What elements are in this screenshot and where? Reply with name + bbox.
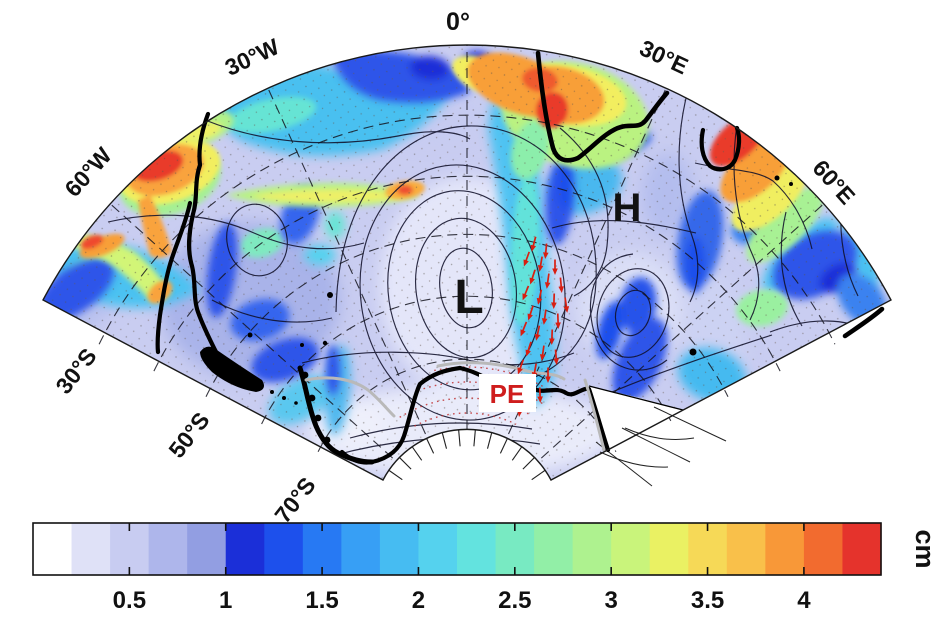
current-vector-arrow — [537, 387, 543, 403]
island-dots — [247, 175, 793, 405]
colorbar-step — [148, 523, 188, 575]
current-vector-arrow — [552, 259, 558, 275]
colorbar-frame — [32, 522, 882, 576]
ice-front-line — [304, 361, 606, 452]
meridian-label-30e: 30°E — [636, 35, 692, 80]
current-vector-arrow — [545, 367, 551, 383]
contour-lines — [107, 89, 869, 457]
graticule — [98, 45, 836, 459]
parallel-label-30s: 30°S — [50, 343, 101, 399]
parallel-label-50s: 50°S — [163, 407, 214, 463]
inner-arc-ticks — [388, 430, 546, 481]
colorbar-step — [803, 523, 844, 575]
meridian-label-30w: 30°W — [221, 33, 283, 81]
current-vector-arrow — [558, 277, 565, 293]
current-vector-arrow — [542, 243, 549, 259]
current-vector-arrow — [544, 273, 551, 289]
high-center-label: H — [613, 186, 642, 230]
stipple-dots — [43, 44, 891, 480]
current-vector-arrow — [555, 313, 561, 329]
colorbar-step — [572, 523, 612, 575]
colorbar-step — [264, 523, 304, 575]
station-pe-text: PE — [490, 379, 525, 409]
antarctic-continent-sector — [588, 385, 727, 487]
current-vector-arrow — [534, 325, 541, 341]
colorbar-step — [379, 523, 420, 575]
current-vector-arrow — [549, 329, 555, 345]
colorbar-step — [225, 523, 265, 575]
current-vector-arrow — [536, 289, 543, 305]
current-vector-arrow — [537, 256, 544, 272]
current-vector-arrow — [553, 349, 559, 365]
current-vector-arrow — [517, 359, 525, 375]
colorbar-tick-label: 1.5 — [305, 587, 338, 614]
station-pe-label: PE — [479, 374, 536, 412]
colorbar-tick-label: 2 — [412, 587, 425, 614]
meridian-label-0: 0° — [446, 8, 470, 36]
current-vector-arrow — [525, 341, 532, 357]
colorbar-step — [457, 523, 497, 575]
colorbar-tick-label: 1 — [219, 587, 232, 614]
current-vector-arrow — [530, 236, 537, 252]
parallel-label-70s: 70°S — [269, 472, 320, 528]
current-vector-arrow — [551, 293, 557, 309]
colorbar: 0.5 1 1.5 2 2.5 3 3.5 4 cm — [32, 522, 940, 614]
current-vector-arrow — [541, 309, 548, 325]
meridian-label-60w: 60°W — [59, 142, 116, 202]
current-vector-arrow — [529, 269, 536, 285]
low-center-label: L — [454, 271, 483, 324]
colorbar-step — [71, 523, 111, 575]
colorbar-unit-label: cm — [910, 529, 940, 568]
colorbar-step — [649, 523, 689, 575]
colorbar-step — [33, 523, 73, 575]
colorbar-step — [495, 523, 535, 575]
colorbar-tick-label: 4 — [797, 587, 811, 614]
current-vector-arrow — [522, 285, 530, 301]
current-vector-arrow — [523, 251, 531, 267]
current-vector-arrow — [527, 305, 534, 321]
colorbar-step — [110, 523, 150, 575]
colorbar-step — [534, 523, 574, 575]
colorbar-tick-label: 2.5 — [498, 587, 531, 614]
colorbar-step — [418, 523, 458, 575]
ssh-color-field — [43, 44, 891, 480]
colorbar-tick-labels: 0.5 1 1.5 2 2.5 3 3.5 4 — [113, 587, 812, 614]
colorbar-step — [688, 523, 728, 575]
colorbar-step — [842, 523, 882, 575]
colorbar-step — [302, 523, 342, 575]
colorbar-tick-label: 0.5 — [113, 587, 146, 614]
colorbar-step — [765, 523, 805, 575]
current-vector-arrow — [563, 297, 570, 313]
colorbar-step — [187, 523, 227, 575]
colorbar-step — [726, 523, 766, 575]
map-frame — [42, 44, 892, 481]
colorbar-step — [341, 523, 381, 575]
current-vector-arrow — [539, 345, 546, 361]
colorbar-ticks — [128, 523, 805, 575]
colorbar-tick-label: 3 — [605, 587, 618, 614]
colorbar-tick-label: 3.5 — [691, 587, 724, 614]
colorbar-boxes — [33, 523, 882, 575]
colorbar-step — [611, 523, 651, 575]
current-vector-arrow — [520, 321, 528, 337]
